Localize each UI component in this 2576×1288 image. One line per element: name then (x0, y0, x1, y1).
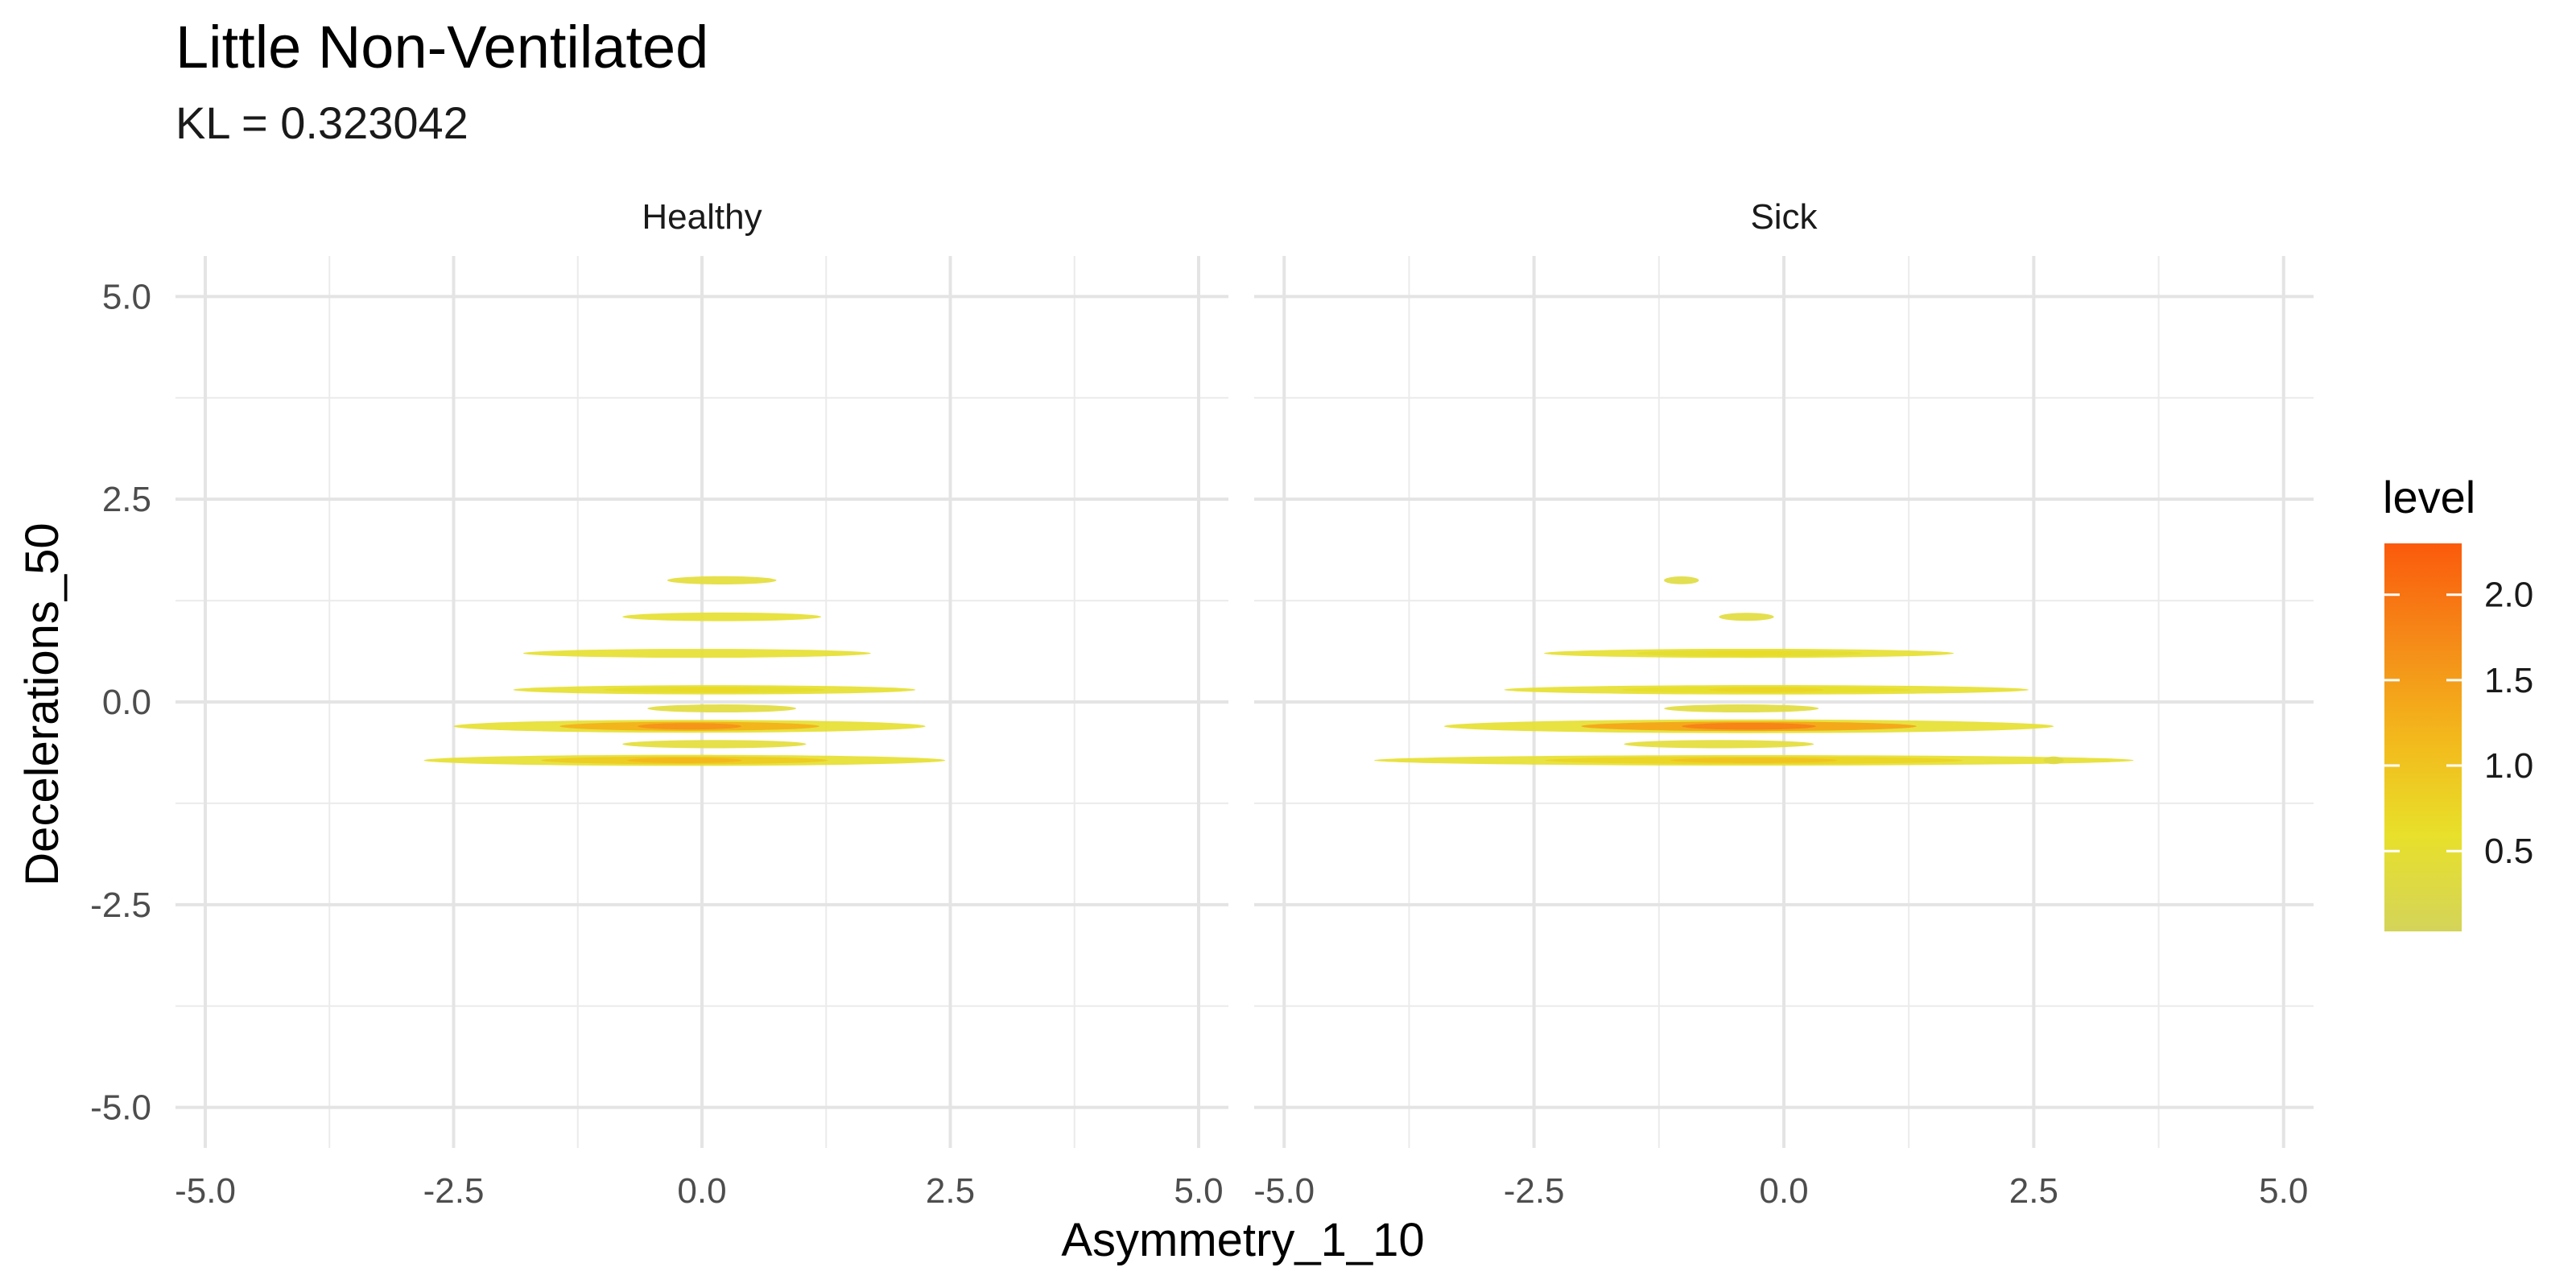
x-tick-label: 0.0 (1759, 1171, 1808, 1211)
chart-subtitle: KL = 0.323042 (175, 97, 469, 148)
legend-tick-label: 0.5 (2484, 832, 2533, 871)
legend-tick-label: 2.0 (2484, 576, 2533, 615)
y-tick-label: 2.5 (102, 480, 151, 519)
density-band (1624, 740, 1814, 749)
legend: level 0.5 1.0 1.5 2.0 (2383, 472, 2533, 931)
x-tick-label: -2.5 (423, 1171, 485, 1211)
x-tick-label: 5.0 (2259, 1171, 2308, 1211)
x-tick-label: -5.0 (175, 1171, 236, 1211)
x-tick-label: 5.0 (1174, 1171, 1223, 1211)
y-axis-title: Decelerations_50 (16, 522, 68, 886)
density-band (1719, 613, 1774, 621)
density-peak (627, 758, 742, 763)
density-peak (638, 723, 742, 730)
x-axis-title: Asymmetry_1_10 (1061, 1214, 1424, 1266)
chart-title: Little Non-Ventilated (175, 14, 708, 80)
legend-tick-label: 1.5 (2484, 661, 2533, 700)
density-peak (1703, 650, 1794, 656)
facet-panels: Healthy -5.0 -2.5 0.0 2.5 5.0 -5.0 -2.5 0.0 2.5 5.… (90, 197, 2314, 1211)
legend-tick-label: 1.0 (2484, 746, 2533, 786)
facet-label-sick: Sick (1750, 197, 1818, 237)
y-tick-label: 5.0 (102, 277, 151, 316)
legend-title: level (2383, 472, 2475, 522)
density-peak (1670, 758, 1838, 763)
facet-label-healthy: Healthy (642, 197, 762, 237)
y-tick-label: -5.0 (90, 1088, 151, 1128)
density-peak (1682, 722, 1816, 730)
density-band (622, 740, 807, 749)
x-tick-label: 2.5 (2009, 1171, 2058, 1211)
panel-sick: Sick -5.0 -2.5 0.0 2.5 5.0 (1253, 197, 2314, 1211)
legend-colorbar (2384, 543, 2462, 931)
panel-healthy: Healthy -5.0 -2.5 0.0 2.5 5.0 -5.0 -2.5 0.0 2.5 5.… (90, 197, 1228, 1211)
density-band (647, 704, 797, 713)
density-band (1664, 576, 1699, 584)
y-tick-label: -2.5 (90, 886, 151, 925)
density-band (522, 649, 871, 658)
density-band (1664, 704, 1819, 713)
density-band (622, 612, 822, 621)
density-peak (1708, 687, 1824, 692)
density-peak (670, 687, 759, 692)
x-tick-label: 2.5 (926, 1171, 975, 1211)
x-tick-label: -5.0 (1253, 1171, 1315, 1211)
density-band (667, 576, 777, 585)
legend-ticks: 0.5 1.0 1.5 2.0 (2384, 576, 2533, 871)
y-tick-label: 0.0 (102, 683, 151, 722)
x-tick-label: -2.5 (1504, 1171, 1565, 1211)
x-tick-label: 0.0 (677, 1171, 726, 1211)
density-band (2043, 756, 2064, 765)
